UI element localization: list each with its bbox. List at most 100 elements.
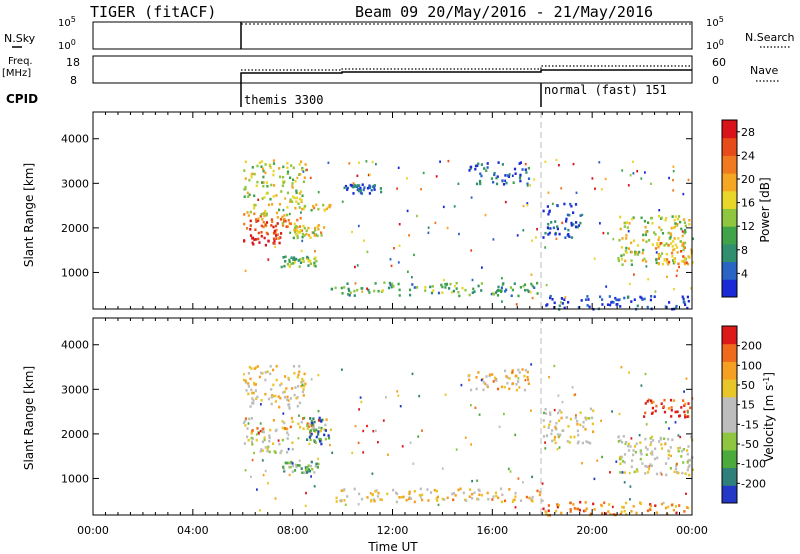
power-cell <box>448 287 451 290</box>
power-cell <box>367 288 370 292</box>
power-cell <box>257 217 260 221</box>
velocity-cell <box>547 509 550 513</box>
power-cell <box>275 237 278 240</box>
velocity-cell <box>558 446 561 449</box>
velocity-cell <box>542 419 545 422</box>
freq-tick-bottom-right: 0 <box>712 74 719 87</box>
power-cell <box>530 273 533 276</box>
power-cell <box>299 190 303 193</box>
velocity-cell <box>468 374 471 377</box>
velocity-cell <box>369 492 372 495</box>
power-cell <box>272 159 275 162</box>
power-cell <box>529 184 531 187</box>
velocity-cell <box>396 492 399 496</box>
power-cell <box>655 261 658 265</box>
velocity-cell <box>301 380 304 384</box>
power-cell <box>267 239 270 243</box>
velocity-cell <box>649 463 652 466</box>
power-cell <box>691 261 694 264</box>
power-cell <box>247 195 250 198</box>
power-cell <box>295 191 298 195</box>
power-cell <box>296 229 299 233</box>
velocity-cell <box>625 501 628 505</box>
power-cell <box>300 200 303 204</box>
power-cell <box>346 282 349 285</box>
velocity-cell <box>589 441 592 445</box>
velocity-cell <box>495 379 498 382</box>
power-cell <box>444 283 447 286</box>
power-cell <box>327 161 330 164</box>
velocity-cell <box>474 406 477 409</box>
velocity-cell <box>684 472 687 475</box>
power-cell <box>672 259 675 262</box>
power-cell <box>477 284 480 288</box>
velocity-cell <box>618 435 620 438</box>
velocity-cell <box>275 378 278 382</box>
velocity-cell <box>588 417 591 420</box>
velocity-cell <box>495 494 498 498</box>
power-cell <box>286 191 290 195</box>
power-cell <box>663 258 666 261</box>
velocity-cell <box>320 419 323 422</box>
velocity-cell <box>522 481 524 484</box>
power-cell <box>255 220 258 223</box>
velocity-cell <box>477 498 480 501</box>
power-cell <box>300 198 303 202</box>
power-cell <box>494 291 497 294</box>
velocity-cell <box>484 382 487 386</box>
velocity-cell <box>325 418 328 421</box>
velocity-cell <box>244 379 247 383</box>
power-cell <box>659 242 662 245</box>
velocity-cell <box>653 457 657 461</box>
power-cell <box>664 219 667 222</box>
time-tick-label: 00:00 <box>676 524 708 537</box>
power-cell <box>398 223 401 226</box>
colorbar-swatch <box>722 226 737 245</box>
power-cell <box>256 180 259 184</box>
velocity-cell <box>644 372 647 376</box>
velocity-cell <box>689 406 692 410</box>
velocity-cell <box>477 371 480 374</box>
velocity-cell <box>518 386 521 389</box>
power-cell <box>353 183 356 187</box>
velocity-cell <box>517 377 520 380</box>
velocity-cell <box>686 468 689 472</box>
velocity-cell <box>654 504 657 507</box>
velocity-cell <box>639 449 642 452</box>
power-cell <box>634 250 637 254</box>
power-cell <box>262 169 265 173</box>
power-cell <box>599 295 602 299</box>
velocity-cell <box>249 405 252 408</box>
velocity-cell <box>603 501 606 505</box>
velocity-cell <box>647 398 650 402</box>
power-cell <box>680 227 683 231</box>
velocity-cell <box>282 468 285 471</box>
power-cell <box>645 260 648 263</box>
velocity-cell <box>644 411 647 415</box>
velocity-cell <box>312 417 315 420</box>
velocity-cell <box>503 412 505 416</box>
velocity-cell <box>412 462 415 465</box>
cpid-label: CPID <box>6 92 38 106</box>
power-cell <box>303 176 306 179</box>
velocity-cell <box>413 490 416 493</box>
velocity-cell <box>574 393 577 396</box>
power-cell <box>647 221 650 224</box>
power-cell <box>292 178 295 182</box>
power-cell <box>257 231 260 235</box>
velocity-cell <box>436 495 439 499</box>
velocity-cell <box>623 509 626 513</box>
velocity-cell <box>531 497 533 500</box>
power-cell <box>323 208 326 212</box>
velocity-cell <box>662 501 665 505</box>
power-cell <box>547 191 550 194</box>
power-cell <box>397 166 400 169</box>
velocity-cell <box>623 471 626 474</box>
velocity-cell <box>469 488 472 491</box>
velocity-cell <box>319 440 322 443</box>
power-cell <box>612 237 615 241</box>
power-cell <box>569 202 572 206</box>
velocity-cell <box>267 482 269 485</box>
power-cell <box>264 163 267 166</box>
power-cell <box>618 238 621 242</box>
